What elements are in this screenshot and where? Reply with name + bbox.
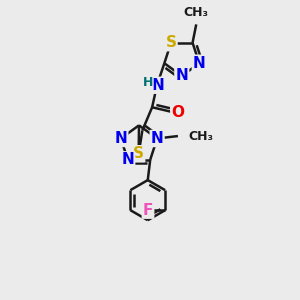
Text: O: O [171, 105, 184, 120]
Text: S: S [133, 146, 144, 161]
Text: N: N [115, 131, 127, 146]
Text: H: H [142, 76, 153, 89]
Text: F: F [143, 203, 153, 218]
Text: CH₃: CH₃ [188, 130, 213, 142]
Text: N: N [122, 152, 134, 167]
Text: N: N [151, 131, 164, 146]
Text: N: N [193, 56, 206, 71]
Text: CH₃: CH₃ [184, 6, 209, 19]
Text: N: N [152, 78, 165, 93]
Text: S: S [166, 35, 176, 50]
Text: N: N [176, 68, 188, 83]
